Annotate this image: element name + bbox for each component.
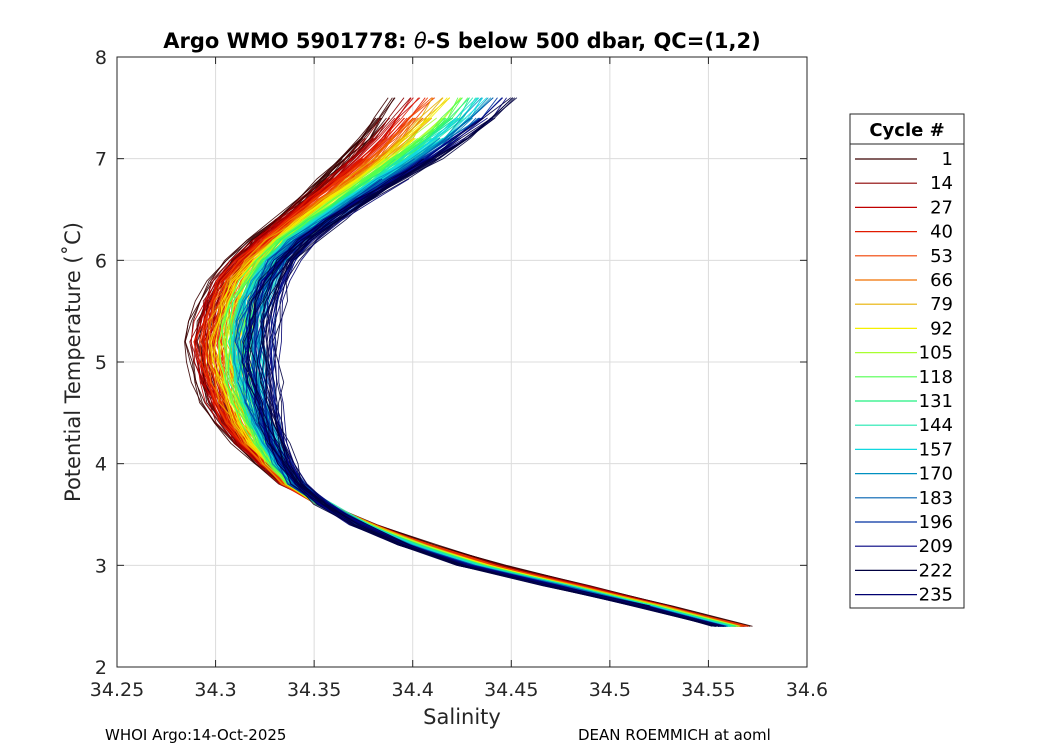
footer-pi: DEAN ROEMMICH at aoml — [578, 726, 771, 744]
cycle-234-curve — [246, 158, 636, 607]
x-tick-label: 34.35 — [287, 679, 341, 701]
y-tick-label: 7 — [95, 149, 107, 171]
x-tick-label: 34.4 — [392, 679, 434, 701]
y-tick-label: 4 — [95, 454, 107, 476]
x-tick-label: 34.6 — [786, 679, 828, 701]
x-tick-label: 34.45 — [484, 679, 538, 701]
legend-label-cycle-27: 27 — [930, 197, 953, 218]
y-tick-labels: 2 3 4 5 6 7 8 — [95, 47, 107, 679]
theta-s-curves — [184, 97, 753, 627]
legend-label-cycle-79: 79 — [930, 294, 953, 315]
legend-label-cycle-157: 157 — [919, 439, 953, 460]
legend-label-cycle-196: 196 — [919, 512, 953, 533]
legend-label-cycle-14: 14 — [930, 173, 953, 194]
y-tick-label: 2 — [95, 657, 107, 679]
footer-date: WHOI Argo:14-Oct-2025 — [105, 726, 287, 744]
legend-label-cycle-92: 92 — [930, 318, 953, 339]
legend-label-cycle-170: 170 — [919, 464, 953, 485]
legend-box — [849, 113, 965, 609]
x-tick-label: 34.3 — [194, 679, 236, 701]
legend: Cycle # 1 14 27 40 53 66 79 92 105 118 131 144 157 17… — [849, 113, 965, 609]
chart-title: Argo WMO 5901778: θ-S below 500 dbar, QC… — [163, 29, 760, 53]
legend-entries: 1 14 27 40 53 66 79 92 105 118 131 144 157 170 183 196 2… — [855, 149, 953, 606]
legend-label-cycle-209: 209 — [919, 536, 953, 557]
x-tick-label: 34.5 — [589, 679, 631, 701]
cycle-230-curve — [266, 117, 640, 607]
y-tick-label: 6 — [95, 250, 107, 272]
legend-label-cycle-183: 183 — [919, 488, 953, 509]
cycle-235-curve — [278, 178, 724, 627]
legend-label-cycle-53: 53 — [930, 246, 953, 267]
x-axis-label: Salinity — [423, 705, 501, 729]
legend-label-cycle-1: 1 — [942, 149, 953, 170]
y-axis-label: Potential Temperature (˚C) — [61, 222, 85, 502]
legend-title: Cycle # — [869, 120, 944, 141]
x-tick-labels: 34.25 34.3 34.35 34.4 34.45 34.5 34.55 34.6 — [90, 679, 828, 701]
x-tick-label: 34.25 — [90, 679, 144, 701]
y-tick-label: 5 — [95, 352, 107, 374]
legend-label-cycle-131: 131 — [919, 391, 953, 412]
legend-label-cycle-40: 40 — [930, 222, 953, 243]
y-tick-label: 3 — [95, 555, 107, 577]
legend-label-cycle-66: 66 — [930, 270, 953, 291]
cycle-233-curve — [260, 137, 716, 627]
legend-label-cycle-118: 118 — [919, 367, 953, 388]
y-tick-label: 8 — [95, 47, 107, 69]
legend-label-cycle-105: 105 — [919, 343, 953, 364]
axis-ticks — [116, 56, 808, 668]
legend-label-cycle-222: 222 — [919, 560, 953, 581]
legend-label-cycle-235: 235 — [919, 585, 953, 606]
legend-label-cycle-144: 144 — [919, 415, 953, 436]
x-tick-label: 34.55 — [681, 679, 735, 701]
